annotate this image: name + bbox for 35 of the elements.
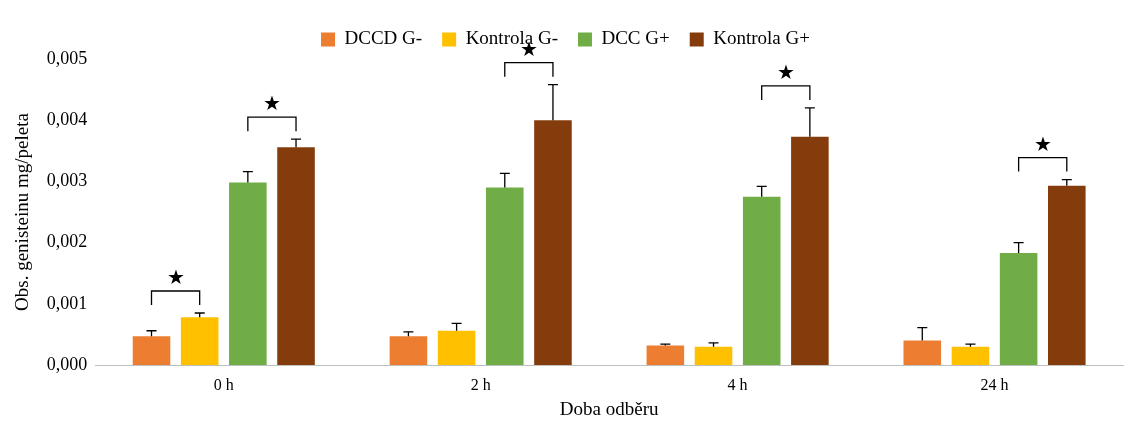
legend-label: DCC G+ (601, 27, 670, 49)
bar (437, 330, 476, 365)
bar (229, 182, 267, 365)
bar (951, 346, 990, 365)
y-tick-label: 0,005 (46, 47, 88, 68)
bar (742, 196, 781, 365)
bar (1048, 185, 1086, 365)
y-tick-label: 0,001 (46, 292, 88, 313)
bar (389, 336, 428, 365)
x-tick-label: 2 h (470, 375, 491, 393)
legend-label: DCCD G- (344, 27, 423, 49)
bar (999, 253, 1038, 365)
annotation: ★ (1033, 132, 1052, 155)
bar (534, 120, 572, 365)
x-tick-label: 0 h (213, 375, 234, 393)
annotation: ★ (776, 61, 795, 84)
bar (132, 336, 171, 365)
y-axis-title: Obs. genisteinu mg/peleta (11, 112, 33, 311)
bar (694, 346, 733, 365)
annotation: ★ (166, 266, 185, 289)
bar (180, 317, 219, 365)
x-tick-label: 24 h (980, 375, 1009, 393)
bar (646, 345, 685, 365)
bar (485, 187, 524, 365)
x-tick-label: 4 h (727, 375, 748, 393)
bar (277, 147, 315, 365)
y-tick-label: 0,003 (46, 170, 88, 191)
y-tick-label: 0,002 (46, 231, 88, 252)
y-tick-label: 0,004 (46, 108, 88, 129)
legend-label: Kontrola G+ (713, 27, 810, 49)
x-axis-title: Doba odběru (559, 397, 659, 419)
bar (903, 340, 942, 365)
y-tick-label: 0,000 (46, 353, 88, 374)
annotation: ★ (262, 92, 281, 115)
bar (791, 136, 829, 365)
